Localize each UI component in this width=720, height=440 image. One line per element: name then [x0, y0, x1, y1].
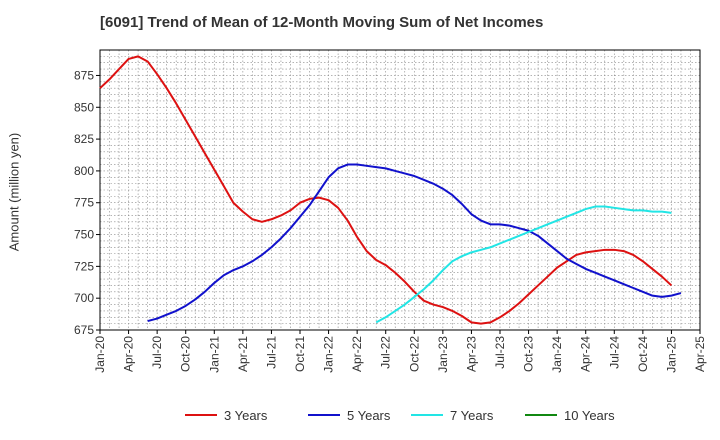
- series-line-7-years: [375, 205, 672, 324]
- x-tick-label: Apr-23: [464, 336, 478, 372]
- y-tick-label: 750: [74, 228, 94, 242]
- x-tick-label: Apr-20: [122, 336, 136, 372]
- y-tick-label: 725: [74, 259, 94, 273]
- y-tick-label: 850: [74, 100, 94, 114]
- x-tick-label: Oct-22: [407, 336, 421, 372]
- x-tick-label: Oct-24: [636, 336, 650, 372]
- x-tick-label: Oct-20: [179, 336, 193, 372]
- series-line-3-years: [99, 55, 673, 325]
- y-tick-label: 675: [74, 323, 94, 337]
- x-tick-label: Jan-25: [664, 336, 678, 373]
- x-tick-label: Jul-20: [150, 336, 164, 369]
- x-tick-label: Apr-22: [350, 336, 364, 372]
- x-tick-label: Oct-23: [522, 336, 536, 372]
- y-tick-label: 800: [74, 164, 94, 178]
- x-tick-label: Jan-23: [436, 336, 450, 373]
- y-tick-label: 875: [74, 68, 94, 82]
- x-tick-label: Jul-24: [607, 336, 621, 369]
- plot-frame: [99, 49, 701, 331]
- legend-label: 10 Years: [564, 408, 615, 423]
- legend-label: 5 Years: [347, 408, 391, 423]
- grid: [99, 49, 701, 331]
- x-tick-label: Oct-21: [293, 336, 307, 372]
- x-tick-label: Jul-23: [493, 336, 507, 369]
- series-line-5-years: [147, 163, 682, 323]
- y-tick-label: 700: [74, 291, 94, 305]
- x-tick-label: Apr-24: [579, 336, 593, 372]
- x-tick-label: Jan-20: [93, 336, 107, 373]
- y-tick-label: 825: [74, 132, 94, 146]
- x-tick-label: Jan-22: [322, 336, 336, 373]
- series-lines: [99, 55, 682, 325]
- x-tick-label: Jul-21: [264, 336, 278, 369]
- x-tick-label: Jan-21: [207, 336, 221, 373]
- axis-ticks: 675 700 725 750 775 800 825 850 875 Jan-20 Apr-20 J…: [74, 68, 707, 372]
- legend-label: 7 Years: [450, 408, 494, 423]
- x-tick-label: Apr-21: [236, 336, 250, 372]
- x-tick-label: Jan-24: [550, 336, 564, 373]
- legend-label: 3 Years: [224, 408, 268, 423]
- x-tick-label: Jul-22: [379, 336, 393, 369]
- x-tick-label: Apr-25: [693, 336, 707, 372]
- y-tick-label: 775: [74, 196, 94, 210]
- legend: 3 Years 5 Years 7 Years 10 Years: [185, 408, 615, 423]
- chart-title: [6091] Trend of Mean of 12-Month Moving …: [100, 14, 544, 31]
